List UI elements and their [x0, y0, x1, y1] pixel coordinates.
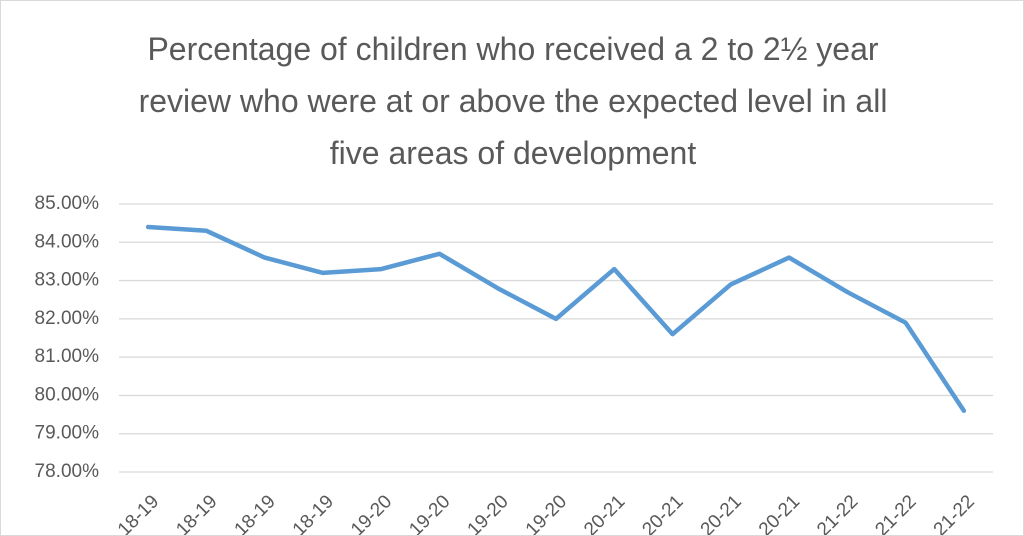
x-tick-label: 19-20 — [347, 491, 396, 535]
x-tick-label: 21-22 — [871, 491, 920, 535]
x-tick-label: 21-22 — [813, 491, 862, 535]
x-tick-label: 21-22 — [930, 491, 979, 535]
y-tick-label: 81.00% — [35, 346, 100, 367]
y-tick-label: 79.00% — [35, 423, 100, 444]
x-tick-label: 19-20 — [405, 491, 454, 535]
x-tick-label: 19-20 — [464, 491, 513, 535]
y-tick-label: 80.00% — [35, 384, 100, 405]
x-tick-label: 18-19 — [172, 491, 221, 535]
x-tick-label: 18-19 — [289, 491, 338, 535]
x-tick-label: 18-19 — [231, 491, 280, 535]
x-tick-label: 20-21 — [580, 491, 629, 535]
y-tick-label: 78.00% — [35, 461, 100, 482]
x-tick-label: 20-21 — [638, 491, 687, 535]
y-tick-label: 82.00% — [35, 308, 100, 329]
y-tick-label: 83.00% — [35, 270, 100, 291]
x-tick-label: 20-21 — [755, 491, 804, 535]
chart-title: Percentage of children who received a 2 … — [138, 31, 888, 171]
y-tick-label: 85.00% — [35, 193, 100, 214]
x-tick-label: 19-20 — [522, 491, 571, 535]
data-line — [145, 224, 967, 413]
x-tick-label: 20-21 — [697, 491, 746, 535]
x-tick-label: 18-19 — [114, 491, 163, 535]
y-tick-label: 84.00% — [35, 231, 100, 252]
